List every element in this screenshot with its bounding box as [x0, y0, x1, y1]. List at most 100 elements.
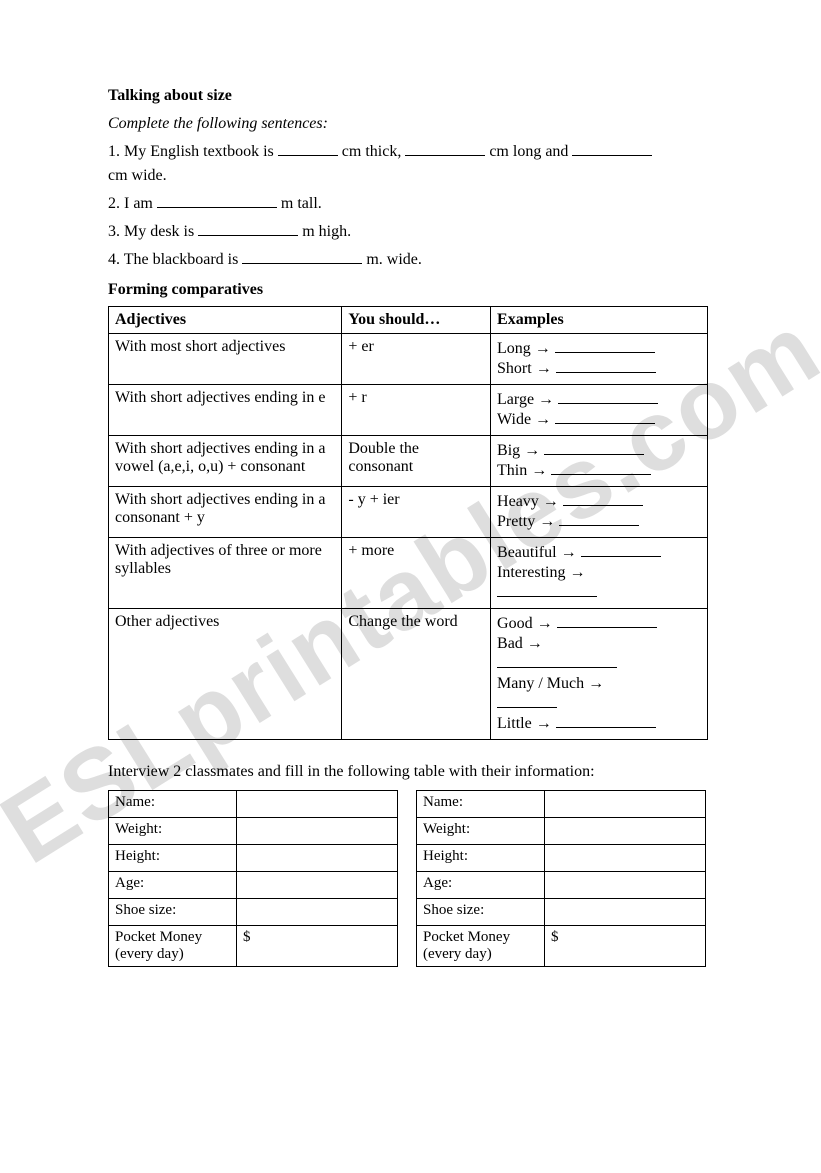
iv-label: Height:: [109, 845, 237, 872]
iv-blank[interactable]: [237, 845, 398, 872]
cell-adj: With short adjectives ending in a conson…: [109, 487, 342, 538]
iv-blank[interactable]: [545, 791, 706, 818]
iv-label: Shoe size:: [417, 899, 545, 926]
blank-long[interactable]: [405, 155, 485, 156]
section1-instruction: Complete the following sentences:: [108, 112, 708, 136]
section3-instruction: Interview 2 classmates and fill in the f…: [108, 760, 708, 784]
blank-ex[interactable]: [555, 352, 655, 353]
ex-label: Bad →: [497, 635, 543, 652]
blank-ex[interactable]: [563, 505, 643, 506]
ex-label: Short →: [497, 360, 556, 377]
s1-part-c: cm long and: [485, 143, 572, 160]
cell-adj: With short adjectives ending in e: [109, 385, 342, 436]
iv-blank[interactable]: [545, 818, 706, 845]
sentence-4: 4. The blackboard is m. wide.: [108, 248, 708, 272]
cell-examples: Long → Short →: [491, 334, 708, 385]
sentence-3: 3. My desk is m high.: [108, 220, 708, 244]
s2-part-b: m tall.: [277, 195, 322, 212]
s3-part-a: 3. My desk is: [108, 223, 198, 240]
header-examples: Examples: [491, 307, 708, 334]
blank-ex[interactable]: [559, 525, 639, 526]
table-row: With short adjectives ending in e + r La…: [109, 385, 708, 436]
ex-label: Heavy →: [497, 493, 563, 510]
s1-part-b: cm thick,: [338, 143, 406, 160]
blank-ex[interactable]: [556, 727, 656, 728]
iv-blank[interactable]: [237, 791, 398, 818]
iv-blank[interactable]: [237, 818, 398, 845]
section2-title: Forming comparatives: [108, 278, 708, 302]
cell-adj: With short adjectives ending in a vowel …: [109, 436, 342, 487]
blank-high[interactable]: [198, 235, 298, 236]
s3-part-b: m high.: [298, 223, 351, 240]
ex-label: Beautiful →: [497, 544, 581, 561]
table-row: With short adjectives ending in a vowel …: [109, 436, 708, 487]
blank-ex[interactable]: [556, 372, 656, 373]
cell-examples: Beautiful → Interesting →: [491, 538, 708, 609]
cell-adj: With adjectives of three or more syllabl…: [109, 538, 342, 609]
blank-wide-m[interactable]: [242, 263, 362, 264]
s4-part-a: 4. The blackboard is: [108, 251, 242, 268]
table-row: Other adjectives Change the word Good → …: [109, 609, 708, 740]
ex-label: Large →: [497, 391, 558, 408]
section1-title: Talking about size: [108, 84, 708, 108]
blank-ex[interactable]: [551, 474, 651, 475]
cell-rule: Double the consonant: [342, 436, 491, 487]
blank-ex[interactable]: [557, 627, 657, 628]
iv-label: Height:: [417, 845, 545, 872]
cell-examples: Good → Bad → Many / Much → Little →: [491, 609, 708, 740]
iv-blank[interactable]: [237, 899, 398, 926]
cell-rule: + er: [342, 334, 491, 385]
blank-ex[interactable]: [581, 556, 661, 557]
iv-label: Name:: [109, 791, 237, 818]
iv-label: Age:: [109, 872, 237, 899]
ex-label: Thin →: [497, 462, 551, 479]
iv-dollar[interactable]: $: [545, 926, 706, 967]
table-row: With adjectives of three or more syllabl…: [109, 538, 708, 609]
blank-thick[interactable]: [278, 155, 338, 156]
iv-label-pocket: Pocket Money (every day): [417, 926, 545, 967]
s1-part-a: 1. My English textbook is: [108, 143, 278, 160]
table-row: With most short adjectives + er Long → S…: [109, 334, 708, 385]
iv-label: Name:: [417, 791, 545, 818]
interview-tables: Name: Weight: Height: Age: Shoe size: Po…: [108, 790, 708, 967]
blank-ex[interactable]: [558, 403, 658, 404]
cell-rule: + r: [342, 385, 491, 436]
iv-label: Weight:: [417, 818, 545, 845]
header-rule: You should…: [342, 307, 491, 334]
ex-label: Pretty →: [497, 513, 559, 530]
header-adjectives: Adjectives: [109, 307, 342, 334]
s1-part-d: cm wide.: [108, 167, 167, 184]
iv-label: Age:: [417, 872, 545, 899]
interview-table-2: Name: Weight: Height: Age: Shoe size: Po…: [416, 790, 706, 967]
iv-blank[interactable]: [545, 872, 706, 899]
iv-label-pocket: Pocket Money (every day): [109, 926, 237, 967]
iv-blank[interactable]: [545, 845, 706, 872]
iv-dollar[interactable]: $: [237, 926, 398, 967]
interview-table-1: Name: Weight: Height: Age: Shoe size: Po…: [108, 790, 398, 967]
worksheet-page: Talking about size Complete the followin…: [108, 84, 708, 967]
ex-label: Big →: [497, 442, 544, 459]
iv-label: Weight:: [109, 818, 237, 845]
sentence-2: 2. I am m tall.: [108, 192, 708, 216]
blank-ex[interactable]: [497, 707, 557, 708]
ex-label: Long →: [497, 340, 555, 357]
blank-ex[interactable]: [544, 454, 644, 455]
ex-label: Many / Much →: [497, 675, 604, 692]
ex-label: Little →: [497, 715, 556, 732]
cell-adj: With most short adjectives: [109, 334, 342, 385]
s4-part-b: m. wide.: [362, 251, 422, 268]
cell-rule: - y + ier: [342, 487, 491, 538]
blank-ex[interactable]: [555, 423, 655, 424]
table-header-row: Adjectives You should… Examples: [109, 307, 708, 334]
comparatives-table: Adjectives You should… Examples With mos…: [108, 306, 708, 740]
cell-rule: + more: [342, 538, 491, 609]
cell-adj: Other adjectives: [109, 609, 342, 740]
blank-ex[interactable]: [497, 596, 597, 597]
blank-tall[interactable]: [157, 207, 277, 208]
iv-blank[interactable]: [237, 872, 398, 899]
table-row: With short adjectives ending in a conson…: [109, 487, 708, 538]
blank-wide-cm[interactable]: [572, 155, 652, 156]
cell-rule: Change the word: [342, 609, 491, 740]
blank-ex[interactable]: [497, 667, 617, 668]
iv-blank[interactable]: [545, 899, 706, 926]
